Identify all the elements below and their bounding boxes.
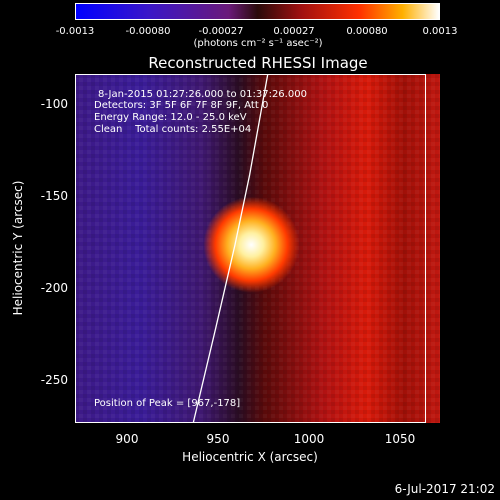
y-tick-label: -150: [40, 189, 68, 203]
colorbar-tick: -0.00027: [198, 26, 244, 37]
x-tick-label: 900: [115, 432, 139, 446]
peak-source: [203, 196, 300, 293]
time-range-label: 8-Jan-2015 01:27:26.000 to 01:37:26.000: [98, 89, 307, 100]
x-tick-label: 1050: [384, 432, 416, 446]
colorbar-tick: 0.0013: [422, 26, 458, 37]
y-tick-label: -100: [40, 97, 68, 111]
colorbar-units-label: (photons cm⁻² s⁻¹ asec⁻²): [193, 38, 323, 49]
date-stamp: 6-Jul-2017 21:02: [394, 482, 495, 496]
y-tick-label: -250: [40, 373, 68, 387]
x-tick-label: 950: [206, 432, 230, 446]
solar-limb-curve: [192, 74, 269, 423]
colorbar-tick: 0.00027: [273, 26, 315, 37]
energy-range-label: Energy Range: 12.0 - 25.0 keV: [94, 112, 247, 123]
x-axis-label: Heliocentric X (arcsec): [182, 450, 318, 464]
colorbar: [75, 3, 440, 20]
peak-position-label: Position of Peak = [967,-178]: [94, 398, 241, 409]
y-axis-label: Heliocentric Y (arcsec): [11, 180, 25, 316]
colorbar-tick: 0.00080: [346, 26, 388, 37]
plot-title: Reconstructed RHESSI Image: [148, 54, 368, 72]
colorbar-tick: -0.00080: [125, 26, 171, 37]
detectors-label: Detectors: 3F 5F 6F 7F 8F 9F, Att 0: [94, 100, 269, 111]
y-tick-label: -200: [40, 281, 68, 295]
plot-frame: [75, 74, 426, 423]
x-tick-label: 1000: [293, 432, 325, 446]
colorbar-tick: -0.0013: [55, 26, 95, 37]
heatmap-image: [75, 74, 440, 423]
clean-counts-label: Clean Total counts: 2.55E+04: [94, 124, 252, 135]
